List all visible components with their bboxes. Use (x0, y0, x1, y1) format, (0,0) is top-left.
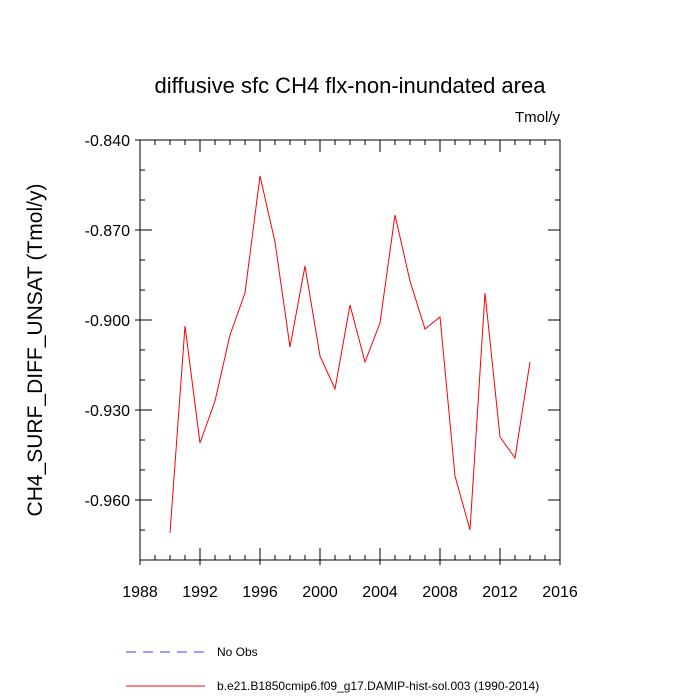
x-tick-label-7: 2016 (542, 584, 578, 601)
plot-frame (139, 139, 561, 561)
y-tick-label-4: -0.960 (85, 493, 130, 510)
units-label: Tmol/y (515, 109, 561, 126)
series-layer (169, 175, 531, 534)
x-tick-label-4: 2004 (362, 584, 398, 601)
axis-tick-labels: 1988 1992 1996 2000 2004 2008 2012 2016 -0.840 -0… (85, 133, 578, 601)
x-tick-label-3: 2000 (302, 584, 338, 601)
chart-title: diffusive sfc CH4 flx-non-inundated area (155, 73, 547, 98)
x-tick-label-2: 1996 (242, 584, 278, 601)
y-axis-label: CH4_SURF_DIFF_UNSAT (Tmol/y) (24, 184, 47, 517)
legend: No Obs b.e21.B1850cmip6.f09_g17.DAMIP-his… (126, 645, 539, 693)
x-tick-label-0: 1988 (122, 584, 158, 601)
y-tick-label-3: -0.930 (85, 403, 130, 420)
x-tick-label-6: 2012 (482, 584, 518, 601)
legend-label-1: b.e21.B1850cmip6.f09_g17.DAMIP-hist-sol.… (217, 679, 539, 693)
legend-label-0: No Obs (217, 645, 258, 659)
y-tick-label-2: -0.900 (85, 313, 130, 330)
y-tick-label-1: -0.870 (85, 223, 130, 240)
y-tick-label-0: -0.840 (85, 133, 130, 150)
series-line-1 (169, 175, 531, 534)
axis-ticks (135, 139, 561, 565)
x-tick-label-1: 1992 (182, 584, 218, 601)
x-tick-label-5: 2008 (422, 584, 458, 601)
